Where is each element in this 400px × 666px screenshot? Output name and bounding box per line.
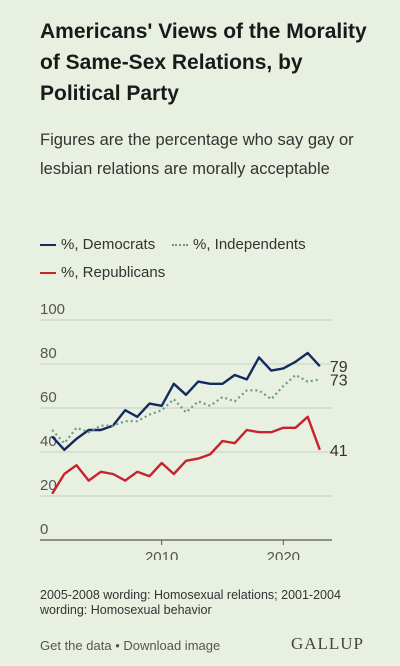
series-line-democrats: [51, 351, 321, 452]
download-image-link[interactable]: Download image: [123, 638, 221, 653]
x-tick-label-2020: 2020: [267, 549, 300, 560]
legend-label-independents: %, Independents: [193, 236, 306, 253]
legend-swatch-republicans: [40, 271, 56, 274]
series-line-republicans: [51, 415, 321, 495]
legend-swatch-independents: [172, 243, 188, 246]
series-line-independents: [51, 373, 320, 445]
wording-note: 2005-2008 wording: Homosexual relations;…: [40, 588, 341, 617]
gallup-logo: GALLUP: [290, 634, 364, 653]
legend-swatch-democrats: [40, 243, 56, 246]
legend-item-independents: %, Independents: [172, 236, 306, 253]
y-tick-label-80: 80: [40, 345, 57, 362]
get-data-link[interactable]: Get the data: [40, 638, 112, 653]
x-tick-label-2010: 2010: [145, 549, 178, 560]
footer-links: Get the data • Download image: [40, 638, 220, 653]
end-label-democrats: 79: [330, 359, 348, 376]
y-tick-label-60: 60: [40, 389, 57, 406]
y-tick-label-0: 0: [40, 521, 48, 538]
footer-separator: •: [115, 638, 120, 653]
legend-item-democrats: %, Democrats: [40, 236, 155, 253]
legend-label-democrats: %, Democrats: [61, 236, 156, 253]
y-tick-label-40: 40: [40, 433, 57, 450]
end-label-republicans: 41: [330, 443, 348, 460]
y-tick-label-100: 100: [40, 301, 65, 318]
y-tick-label-20: 20: [40, 477, 57, 494]
legend-label-republicans: %, Republicans: [61, 264, 166, 281]
end-label-independents: 73: [330, 372, 348, 389]
legend-item-republicans: %, Republicans: [40, 264, 165, 281]
chart-title: Americans' Views of the Morality of Same…: [40, 20, 367, 105]
chart-subtitle: Figures are the percentage who say gay o…: [40, 131, 354, 178]
